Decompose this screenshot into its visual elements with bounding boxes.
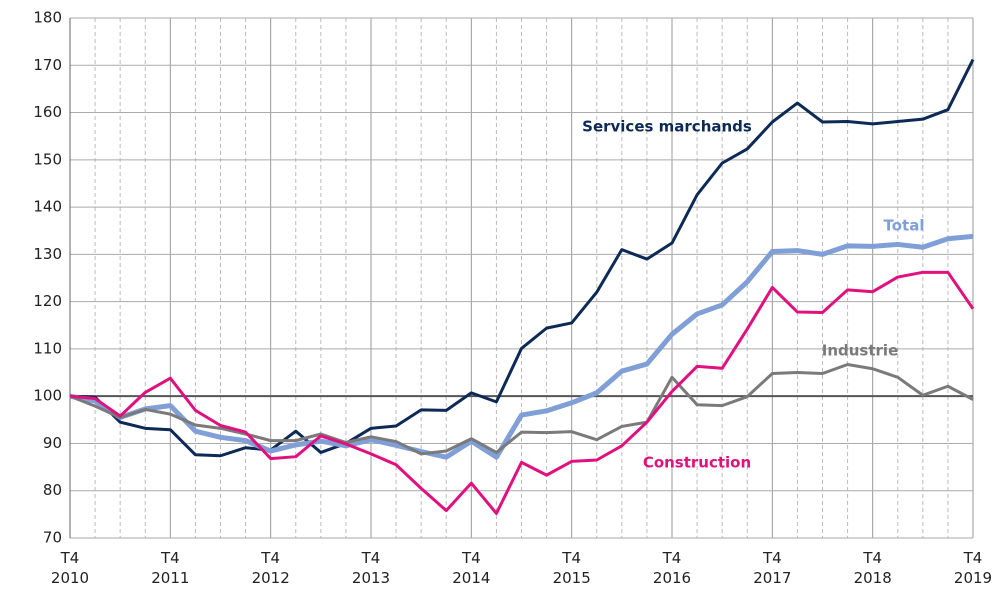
y-tick-label: 110	[33, 339, 62, 357]
y-tick-label: 120	[33, 292, 62, 310]
y-tick-label: 130	[33, 245, 62, 263]
x-tick-label-line: 2010	[51, 569, 89, 587]
x-tick-label-line: 2014	[452, 569, 490, 587]
x-tick-label-line: 2016	[653, 569, 691, 587]
x-tick-label-line: 2013	[352, 569, 390, 587]
y-tick-label: 160	[33, 103, 62, 121]
x-tick-label: T4 2010	[51, 549, 89, 587]
x-tick-label-line: T4	[60, 549, 80, 567]
y-tick-label: 150	[33, 150, 62, 168]
x-tick-label-line: 2012	[252, 569, 290, 587]
y-tick-label: 90	[43, 434, 62, 452]
x-tick-label-line: 2015	[553, 569, 591, 587]
series-line	[69, 363, 974, 456]
x-tick-label: T4 2018	[854, 549, 892, 587]
x-tick-label: T4 2014	[452, 549, 490, 587]
x-tick-label-line: 2019	[954, 569, 992, 587]
x-tick-label: T4 2012	[252, 549, 290, 587]
x-tick-label: T4 2019	[954, 549, 992, 587]
series-line	[69, 58, 975, 458]
series-label: Construction	[643, 454, 751, 472]
x-tick-label-line: T4	[561, 549, 581, 567]
y-tick-label: 180	[33, 9, 62, 27]
x-tick-label-line: T4	[963, 549, 983, 567]
y-tick-label: 70	[43, 529, 62, 547]
y-tick-label: 100	[33, 387, 62, 405]
x-tick-label-line: 2011	[151, 569, 189, 587]
series-label: Industrie	[822, 342, 899, 360]
x-tick-label-line: T4	[461, 549, 481, 567]
x-tick-label-line: T4	[361, 549, 381, 567]
y-tick-label: 80	[43, 481, 62, 499]
series-label: Services marchands	[582, 118, 752, 136]
x-tick-label-line: 2017	[753, 569, 791, 587]
y-tick-label: 170	[33, 56, 62, 74]
x-tick-label: T4 2013	[352, 549, 390, 587]
x-tick-label-line: T4	[260, 549, 280, 567]
x-tick-label-line: T4	[160, 549, 180, 567]
series-label: Total	[884, 217, 925, 235]
x-tick-label: T4 2015	[553, 549, 591, 587]
series-line	[69, 233, 974, 460]
x-tick-label-line: T4	[862, 549, 882, 567]
x-tick-label: T4 2016	[653, 549, 691, 587]
x-tick-label: T4 2017	[753, 549, 791, 587]
y-tick-label: 140	[33, 198, 62, 216]
x-tick-label-line: 2018	[854, 569, 892, 587]
x-tick-label-line: T4	[762, 549, 782, 567]
x-tick-label: T4 2011	[151, 549, 189, 587]
x-tick-label-line: T4	[662, 549, 682, 567]
series-line	[69, 270, 975, 515]
